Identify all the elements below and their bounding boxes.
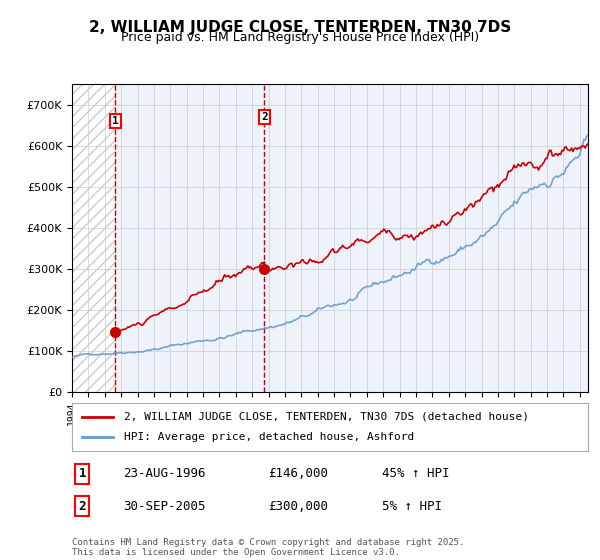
Text: 2: 2 [261,112,268,122]
Text: 2, WILLIAM JUDGE CLOSE, TENTERDEN, TN30 7DS: 2, WILLIAM JUDGE CLOSE, TENTERDEN, TN30 … [89,20,511,35]
Text: 5% ↑ HPI: 5% ↑ HPI [382,500,442,512]
Text: 2, WILLIAM JUDGE CLOSE, TENTERDEN, TN30 7DS (detached house): 2, WILLIAM JUDGE CLOSE, TENTERDEN, TN30 … [124,412,529,422]
Text: 1: 1 [112,116,119,126]
Text: 23-AUG-1996: 23-AUG-1996 [124,468,206,480]
Text: HPI: Average price, detached house, Ashford: HPI: Average price, detached house, Ashf… [124,432,414,442]
Text: £300,000: £300,000 [268,500,328,512]
Bar [72,84,115,392]
Text: Contains HM Land Registry data © Crown copyright and database right 2025.
This d: Contains HM Land Registry data © Crown c… [72,538,464,557]
Bar [72,84,115,392]
Text: 2: 2 [79,500,86,512]
Text: £146,000: £146,000 [268,468,328,480]
Text: 45% ↑ HPI: 45% ↑ HPI [382,468,449,480]
Text: Price paid vs. HM Land Registry's House Price Index (HPI): Price paid vs. HM Land Registry's House … [121,31,479,44]
Text: 1: 1 [79,468,86,480]
Text: 30-SEP-2005: 30-SEP-2005 [124,500,206,512]
